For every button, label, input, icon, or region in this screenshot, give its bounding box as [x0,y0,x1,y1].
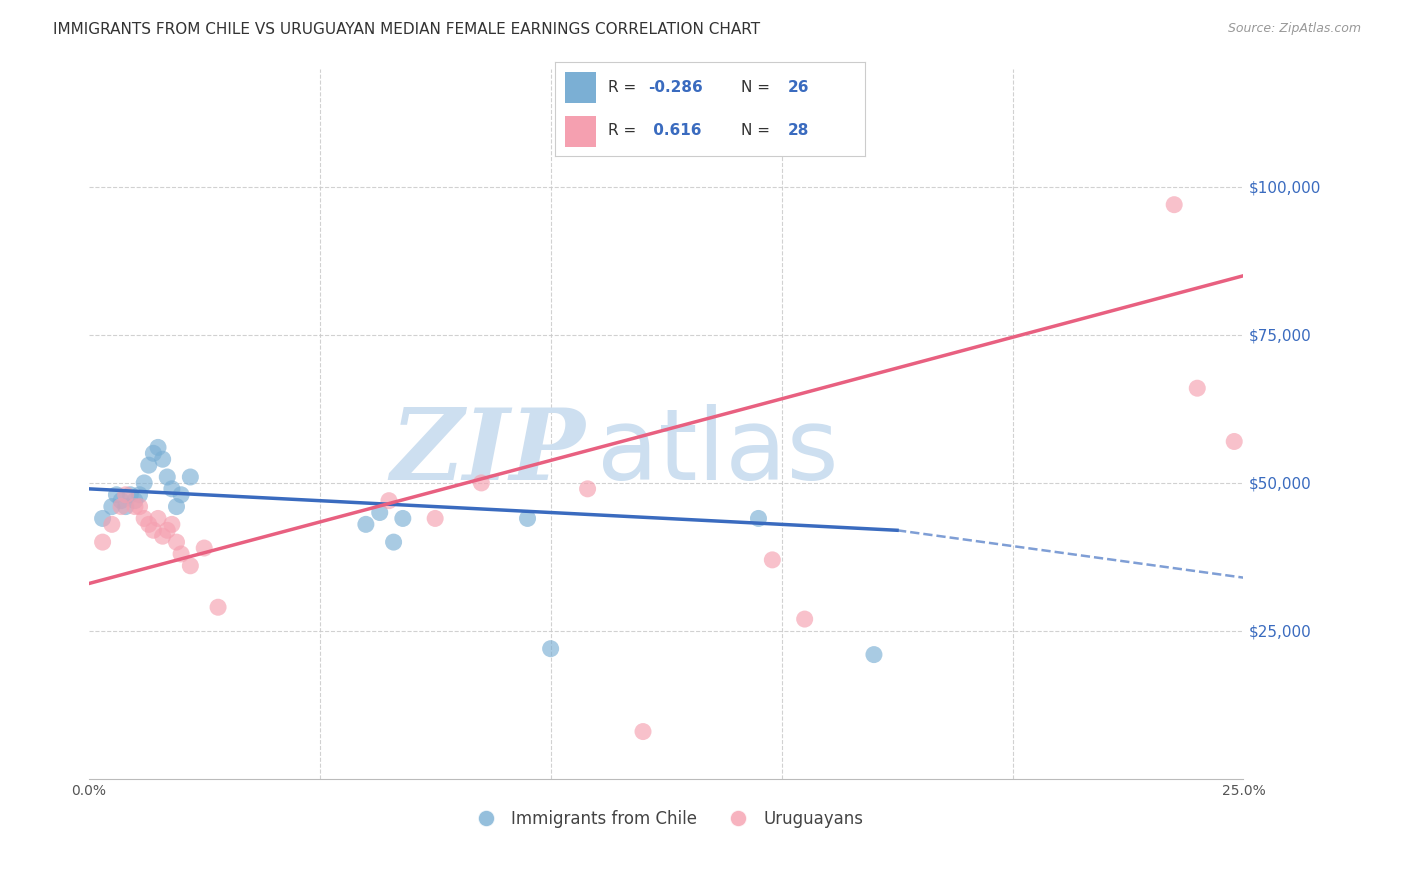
Point [152,529,174,543]
Point [207,600,229,615]
Point [516,511,538,525]
Point [101,517,124,532]
Point [170,547,193,561]
Text: IMMIGRANTS FROM CHILE VS URUGUAYAN MEDIAN FEMALE EARNINGS CORRELATION CHART: IMMIGRANTS FROM CHILE VS URUGUAYAN MEDIA… [53,22,761,37]
Point [179,470,201,484]
Point [120,488,142,502]
Point [124,500,146,514]
Bar [565,116,596,147]
Point [166,535,188,549]
Point [114,500,136,514]
Text: ZIP: ZIP [391,404,585,500]
Point [354,517,377,532]
Point [193,541,215,555]
Point [134,511,156,525]
Point [128,500,150,514]
Point [91,511,114,525]
Point [114,488,136,502]
Point [378,493,401,508]
Point [160,482,183,496]
Text: R =: R = [607,123,641,138]
Point [368,506,391,520]
Point [1163,197,1185,211]
Text: -0.286: -0.286 [648,80,703,95]
Text: Source: ZipAtlas.com: Source: ZipAtlas.com [1227,22,1361,36]
Point [540,641,562,656]
Bar [565,72,596,103]
Text: 28: 28 [787,123,808,138]
Text: R =: R = [607,80,641,95]
Point [747,511,769,525]
Point [110,493,132,508]
Text: N =: N = [741,123,775,138]
Point [146,441,169,455]
Point [863,648,886,662]
Point [1187,381,1209,395]
Point [134,475,156,490]
Point [142,446,165,460]
Point [392,511,415,525]
Point [576,482,599,496]
Point [128,488,150,502]
Point [91,535,114,549]
Point [160,517,183,532]
Text: atlas: atlas [596,404,838,500]
Point [110,500,132,514]
Text: N =: N = [741,80,775,95]
Point [105,488,128,502]
Point [179,558,201,573]
Point [470,475,492,490]
Text: 0.616: 0.616 [648,123,702,138]
Point [166,500,188,514]
Point [1223,434,1246,449]
Point [138,517,160,532]
Point [156,523,179,537]
Point [170,488,193,502]
Point [631,724,654,739]
Point [138,458,160,472]
Point [101,500,124,514]
Point [156,470,179,484]
Legend: Immigrants from Chile, Uruguayans: Immigrants from Chile, Uruguayans [463,803,870,835]
Point [152,452,174,467]
Point [425,511,447,525]
Point [142,523,165,537]
Point [146,511,169,525]
Point [761,553,783,567]
Point [382,535,405,549]
Text: 26: 26 [787,80,808,95]
Point [793,612,815,626]
Point [124,493,146,508]
